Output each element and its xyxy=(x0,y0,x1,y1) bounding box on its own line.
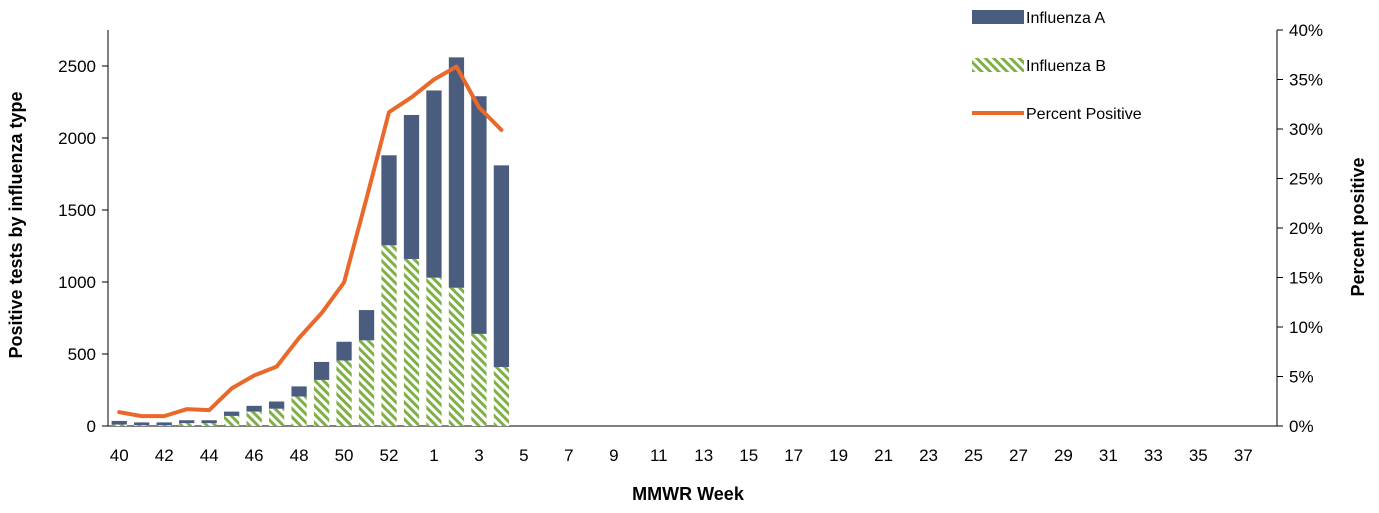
bar-influenza-b xyxy=(201,423,217,426)
x-tick-label: 25 xyxy=(964,446,983,465)
bar-influenza-a xyxy=(358,310,375,341)
bar-influenza-a xyxy=(448,57,465,288)
bar-influenza-a xyxy=(381,155,397,246)
bar-influenza-b xyxy=(358,340,375,426)
bar-influenza-a xyxy=(268,401,285,409)
x-tick-label: 13 xyxy=(694,446,713,465)
y-left-tick-label: 1000 xyxy=(58,273,96,292)
y-axis-left-title: Positive tests by influenza type xyxy=(6,91,26,358)
x-tick-label: 7 xyxy=(564,446,573,465)
y-right-tick-label: 35% xyxy=(1289,71,1323,90)
bar-influenza-a xyxy=(291,386,307,397)
y-left-tick-label: 2000 xyxy=(58,129,96,148)
legend-label-influenza-b: Influenza B xyxy=(1026,58,1106,75)
y-right-tick-label: 5% xyxy=(1289,368,1314,387)
x-tick-label: 19 xyxy=(829,446,848,465)
y-left-tick-label: 2500 xyxy=(58,57,96,76)
x-tick-label: 15 xyxy=(739,446,758,465)
bar-influenza-b xyxy=(111,424,127,426)
x-tick-label: 35 xyxy=(1189,446,1208,465)
y-right-tick-label: 20% xyxy=(1289,219,1323,238)
x-tick-label: 40 xyxy=(110,446,129,465)
bar-influenza-b xyxy=(471,333,487,426)
x-tick-label: 29 xyxy=(1054,446,1073,465)
y-right-tick-label: 25% xyxy=(1289,170,1323,189)
bar-influenza-a xyxy=(156,422,172,426)
x-tick-label: 48 xyxy=(290,446,309,465)
bar-influenza-b xyxy=(426,277,442,426)
x-tick-label: 21 xyxy=(874,446,893,465)
y-left-tick-label: 500 xyxy=(68,345,96,364)
legend-label-influenza-a: Influenza A xyxy=(1026,10,1106,27)
bar-influenza-a xyxy=(313,361,330,380)
axes: 0 500 1000 1500 2000 2500 0% 5% 10% 15% 20% 25% 30% 3… xyxy=(58,21,1323,465)
y-right-tick-label: 15% xyxy=(1289,269,1323,288)
bar-influenza-a xyxy=(426,90,442,278)
x-axis-title: MMWR Week xyxy=(632,484,745,504)
x-tick-label: 33 xyxy=(1144,446,1163,465)
y-right-tick-label: 30% xyxy=(1289,120,1323,139)
x-tick-label: 9 xyxy=(609,446,618,465)
legend: Influenza A Influenza B Percent Positive xyxy=(972,10,1142,123)
x-tick-label: 31 xyxy=(1099,446,1118,465)
bar-influenza-b xyxy=(268,408,285,426)
bar-influenza-b xyxy=(313,379,330,426)
percent-line-layer xyxy=(117,64,504,419)
bar-influenza-b xyxy=(493,366,510,426)
y-right-tick-label: 10% xyxy=(1289,318,1323,337)
bar-influenza-a xyxy=(201,420,217,424)
bar-influenza-b xyxy=(336,360,352,426)
legend-swatch-influenza-a xyxy=(972,10,1024,24)
bar-influenza-b xyxy=(381,245,397,426)
bar-influenza-a xyxy=(111,420,127,425)
legend-label-percent-positive: Percent Positive xyxy=(1026,106,1142,123)
bar-influenza-b xyxy=(224,415,240,426)
x-tick-label: 42 xyxy=(155,446,174,465)
x-tick-label: 23 xyxy=(919,446,938,465)
bar-influenza-a xyxy=(471,96,487,334)
y-left-tick-label: 0 xyxy=(87,417,96,436)
x-tick-label: 11 xyxy=(650,446,668,465)
bar-influenza-a xyxy=(336,341,352,361)
x-tick-label: 50 xyxy=(335,446,354,465)
y-axis-right-title: Percent positive xyxy=(1348,157,1368,296)
bar-influenza-b xyxy=(246,411,262,426)
bar-influenza-b xyxy=(403,258,420,426)
bars xyxy=(111,57,510,426)
bar-influenza-a xyxy=(179,420,195,424)
x-tick-label: 46 xyxy=(245,446,264,465)
x-tick-label: 37 xyxy=(1234,446,1253,465)
percent-positive-line xyxy=(117,64,504,419)
bar-influenza-b xyxy=(156,425,172,426)
bar-influenza-a xyxy=(246,405,262,412)
bar-influenza-b xyxy=(448,287,465,426)
axis-titles: MMWR Week Positive tests by influenza ty… xyxy=(6,91,1368,504)
bar-influenza-b xyxy=(179,423,195,426)
bar-influenza-a xyxy=(403,114,420,259)
x-tick-label: 27 xyxy=(1009,446,1028,465)
x-tick-label: 52 xyxy=(380,446,399,465)
y-right-tick-label: 0% xyxy=(1289,417,1314,436)
y-right-tick-label: 40% xyxy=(1289,21,1323,40)
bar-influenza-b xyxy=(291,396,307,426)
bar-influenza-a xyxy=(224,411,240,416)
x-tick-label: 17 xyxy=(784,446,803,465)
bar-influenza-b xyxy=(134,425,150,426)
legend-swatch-influenza-b xyxy=(972,58,1024,72)
x-tick-label: 44 xyxy=(200,446,219,465)
x-tick-label: 5 xyxy=(519,446,528,465)
bar-influenza-a xyxy=(493,165,510,367)
y-left-tick-label: 1500 xyxy=(58,201,96,220)
x-tick-label: 1 xyxy=(429,446,438,465)
bar-influenza-a xyxy=(134,422,150,426)
x-tick-label: 3 xyxy=(474,446,483,465)
